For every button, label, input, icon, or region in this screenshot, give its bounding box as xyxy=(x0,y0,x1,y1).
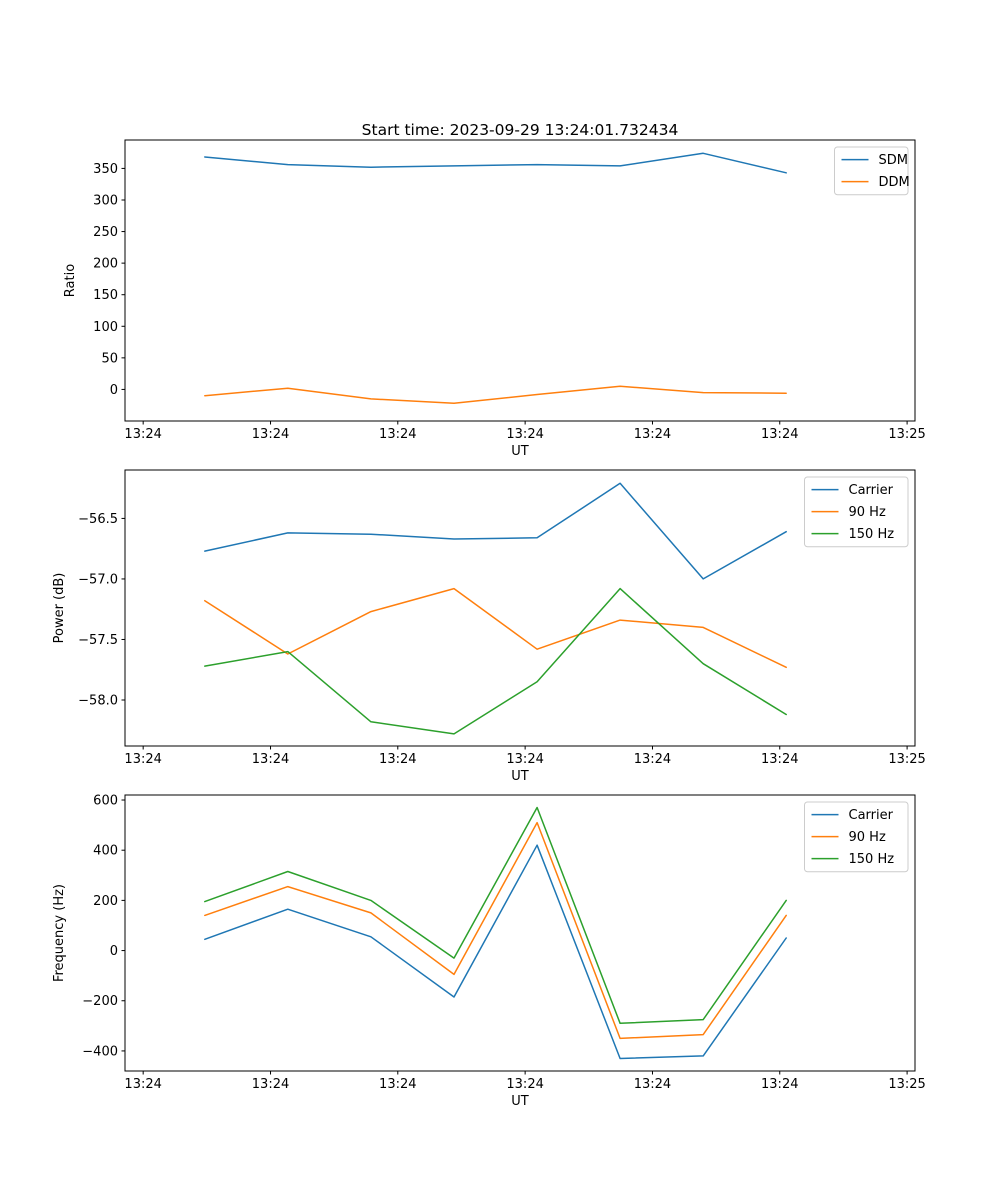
x-tick-label: 13:24 xyxy=(506,752,543,767)
legend-label: 90 Hz xyxy=(849,830,886,845)
legend-box xyxy=(804,476,909,548)
series-line-ddm xyxy=(204,385,787,405)
legend-label: Carrier xyxy=(849,808,894,823)
subplot-3: 13:24 13:24 13:24 13:24 13:24 13:24 13:25 −400 −… xyxy=(52,794,926,1109)
series-line-150-hz xyxy=(204,587,787,735)
y-axis-label: Ratio xyxy=(63,264,78,297)
y-tick-label: −56.5 xyxy=(78,512,118,527)
y-axis-label: Frequency (Hz) xyxy=(52,884,67,982)
legend-label: DDM xyxy=(879,175,910,190)
y-tick-label: −57.0 xyxy=(78,572,118,587)
series-line-150-hz xyxy=(204,806,787,1025)
x-tick-label: 13:24 xyxy=(124,427,161,442)
x-tick-label: 13:24 xyxy=(634,752,671,767)
y-tick-label: 200 xyxy=(93,894,118,909)
y-tick-label: 300 xyxy=(93,193,118,208)
series-line-sdm xyxy=(204,152,787,174)
series-line-carrier xyxy=(204,844,787,1060)
subplot-1: 13:24 13:24 13:24 13:24 13:24 13:24 13:25 0 50 10… xyxy=(63,139,926,459)
y-tick-label: 400 xyxy=(93,844,118,859)
x-tick-label: 13:24 xyxy=(379,1077,416,1092)
y-tick-label: 150 xyxy=(93,288,118,303)
y-tick-label: 0 xyxy=(110,383,118,398)
x-tick-label: 13:24 xyxy=(252,427,289,442)
x-axis-label: UT xyxy=(511,1094,529,1109)
x-tick-label: 13:25 xyxy=(888,427,925,442)
y-axis-label: Power (dB) xyxy=(52,573,67,644)
legend-label: 150 Hz xyxy=(849,527,895,542)
axes-frame xyxy=(124,469,916,747)
x-tick-label: 13:24 xyxy=(124,1077,161,1092)
x-tick-label: 13:24 xyxy=(506,1077,543,1092)
y-tick-label: −58.0 xyxy=(78,694,118,709)
legend-label: 150 Hz xyxy=(849,852,895,867)
y-tick-label: 200 xyxy=(93,257,118,272)
series-line-90-hz xyxy=(204,587,787,669)
y-tick-label: 0 xyxy=(110,944,118,959)
x-tick-label: 13:24 xyxy=(634,427,671,442)
y-tick-label: −200 xyxy=(82,994,118,1009)
x-tick-label: 13:24 xyxy=(761,752,798,767)
y-tick-label: −57.5 xyxy=(78,633,118,648)
legend-label: 90 Hz xyxy=(849,505,886,520)
axes-frame xyxy=(124,139,916,422)
x-tick-label: 13:24 xyxy=(252,1077,289,1092)
legend-label: SDM xyxy=(879,153,908,168)
y-tick-label: 250 xyxy=(93,225,118,240)
legend-box xyxy=(804,801,909,873)
x-tick-label: 13:24 xyxy=(761,427,798,442)
series-line-carrier xyxy=(204,482,787,580)
legend-label: Carrier xyxy=(849,483,894,498)
x-tick-label: 13:25 xyxy=(888,752,925,767)
x-tick-label: 13:24 xyxy=(379,752,416,767)
x-axis-label: UT xyxy=(511,444,529,459)
series-line-90-hz xyxy=(204,821,787,1040)
y-tick-label: 350 xyxy=(93,162,118,177)
x-tick-label: 13:25 xyxy=(888,1077,925,1092)
x-tick-label: 13:24 xyxy=(252,752,289,767)
x-tick-label: 13:24 xyxy=(379,427,416,442)
x-axis-label: UT xyxy=(511,769,529,784)
y-tick-label: 100 xyxy=(93,320,118,335)
y-tick-label: 50 xyxy=(101,351,118,366)
x-tick-label: 13:24 xyxy=(761,1077,798,1092)
y-tick-label: 600 xyxy=(93,794,118,809)
x-tick-label: 13:24 xyxy=(506,427,543,442)
x-tick-label: 13:24 xyxy=(634,1077,671,1092)
axes-frame xyxy=(124,794,916,1072)
chart-title: Start time: 2023-09-29 13:24:01.732434 xyxy=(361,121,679,139)
y-tick-label: −400 xyxy=(82,1044,118,1059)
subplot-2: 13:24 13:24 13:24 13:24 13:24 13:24 13:25 −56.5… xyxy=(52,469,926,784)
x-tick-label: 13:24 xyxy=(124,752,161,767)
